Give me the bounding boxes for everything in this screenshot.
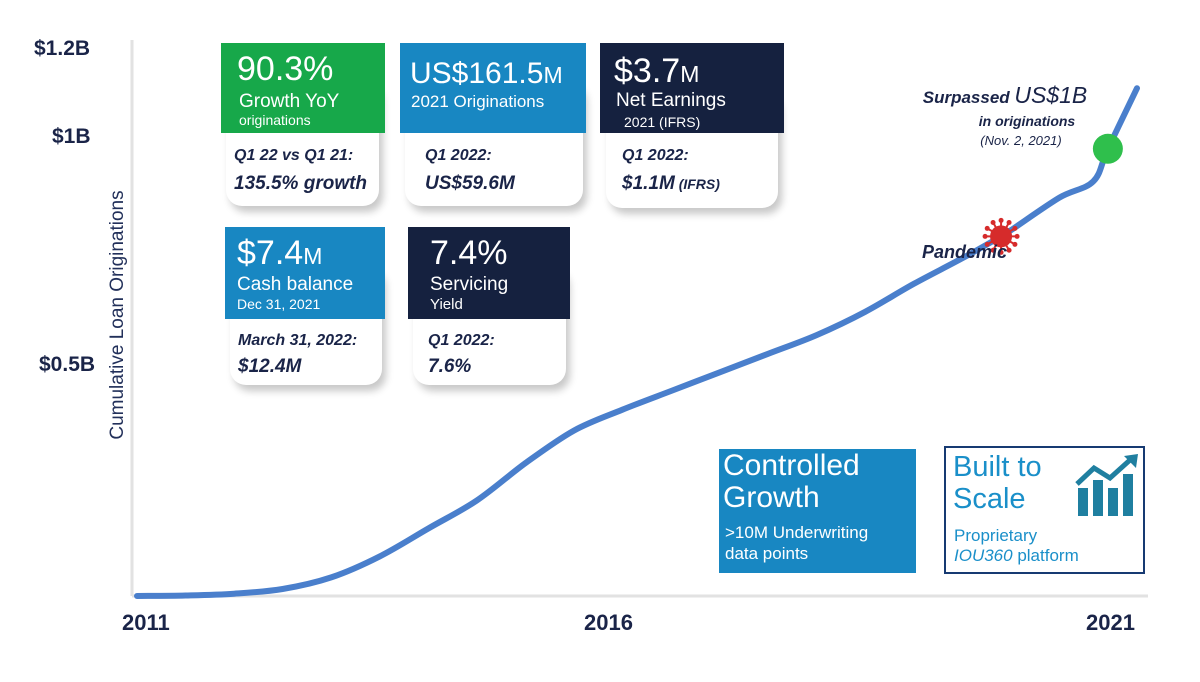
x-tick-label: 2021 xyxy=(1086,610,1135,635)
virus-spike-tip xyxy=(990,220,996,226)
card-metric-sublabel: originations xyxy=(239,112,311,128)
virus-spike-tip xyxy=(982,233,988,239)
card-metric-sublabel: Yield xyxy=(430,296,463,313)
card-detail: March 31, 2022: $12.4M xyxy=(230,320,390,384)
pandemic-label: Pandemic xyxy=(922,242,1008,262)
card-metric-value: $3.7 xyxy=(614,52,681,90)
card-metric: 7.4% xyxy=(430,234,508,272)
virus-spike-tip xyxy=(984,241,990,247)
platform-suffix: platform xyxy=(1012,546,1079,565)
card-metric: 90.3% xyxy=(237,50,334,88)
card-metric-unit: M xyxy=(543,62,563,88)
card-detail-note: (IFRS) xyxy=(674,176,720,192)
card-detail-amount: $1.1M xyxy=(622,173,675,194)
built-to-scale-sub-line1: Proprietary xyxy=(954,526,1038,545)
y-tick-label: $1B xyxy=(52,125,91,148)
virus-spike-tip xyxy=(998,249,1004,255)
card-metric-label: Growth YoY xyxy=(239,91,340,112)
pandemic-virus-icon xyxy=(982,217,1020,255)
card-metric-unit: M xyxy=(680,61,700,87)
card-metric-label: Cash balance xyxy=(237,274,354,295)
y-tick-label: $1.2B xyxy=(34,37,91,60)
card-metric-value: $7.4 xyxy=(237,234,304,272)
card-detail: Q1 22 vs Q1 21: 135.5% growth xyxy=(226,135,386,205)
platform-name: IOU360 xyxy=(954,546,1013,565)
card-metric-label: Servicing xyxy=(430,274,509,295)
x-tick-label: 2011 xyxy=(122,610,170,635)
built-to-scale-title-line1: Built to xyxy=(953,451,1042,483)
card-metric: US$161.5M xyxy=(410,57,563,92)
built-to-scale-title-line2: Scale xyxy=(953,483,1026,515)
cumulative-originations-line xyxy=(134,85,1140,599)
card-metric-unit: M xyxy=(303,243,323,269)
surpassed-annotation: Surpassed US$1B in originations (Nov. 2,… xyxy=(896,82,1114,148)
card-metric-label: Net Earnings xyxy=(616,90,726,111)
card-detail-label: Q1 22 vs Q1 21: xyxy=(234,147,354,164)
surpassed-line1: Surpassed US$1B xyxy=(896,82,1114,109)
virus-spike-tip xyxy=(984,225,990,231)
card-detail: Q1 2022: US$59.6M xyxy=(405,135,583,205)
built-to-scale-box: Built to Scale Proprietary IOU360 platfo… xyxy=(944,446,1145,574)
card-detail-value: 7.6% xyxy=(428,356,472,377)
virus-spike-tip xyxy=(1012,225,1018,231)
growth-bar-chart-icon xyxy=(1075,454,1138,516)
card-metric: $7.4M xyxy=(237,236,322,273)
card-header: US$161.5M 2021 Originations xyxy=(400,43,586,133)
card-detail-label: Q1 2022: xyxy=(425,147,492,164)
card-metric-label: 2021 Originations xyxy=(411,92,545,111)
card-detail: Q1 2022: 7.6% xyxy=(413,320,566,384)
controlled-growth-sub-line1: >10M Underwriting xyxy=(725,523,869,542)
card-detail-label: March 31, 2022: xyxy=(238,332,358,349)
virus-spike-tip xyxy=(1006,220,1012,226)
card-detail-value: 135.5% growth xyxy=(234,173,368,194)
surpassed-1b-marker xyxy=(1092,133,1123,164)
surpassed-line3: (Nov. 2, 2021) xyxy=(980,133,1062,148)
controlled-growth-title-line1: Controlled xyxy=(723,449,860,482)
card-detail-value: $1.1M (IFRS) xyxy=(622,173,720,195)
controlled-growth-title-line2: Growth xyxy=(723,481,820,514)
card-header: $7.4M Cash balance Dec 31, 2021 xyxy=(225,227,385,319)
surpassed-line2: in originations xyxy=(978,113,1076,129)
card-header: 7.4% Servicing Yield xyxy=(408,227,570,319)
virus-spike-tip xyxy=(1006,247,1012,253)
card-detail: Q1 2022: $1.1M (IFRS) xyxy=(606,135,778,205)
controlled-growth-sub-line2: data points xyxy=(725,544,809,563)
virus-spike-tip xyxy=(1012,241,1018,247)
card-detail-label: Q1 2022: xyxy=(428,332,495,349)
card-metric-sublabel: 2021 (IFRS) xyxy=(624,114,701,130)
card-detail-value: $12.4M xyxy=(238,356,302,377)
card-metric-value: US$161.5 xyxy=(410,57,544,90)
controlled-growth-box: Controlled Growth >10M Underwriting data… xyxy=(719,449,916,573)
card-metric: $3.7M xyxy=(614,54,699,91)
card-header: $3.7M Net Earnings 2021 (IFRS) xyxy=(600,43,784,133)
card-metric-sublabel: Dec 31, 2021 xyxy=(237,296,321,312)
virus-body xyxy=(990,225,1013,248)
virus-spike-tip xyxy=(1014,233,1020,239)
y-tick-label: $0.5B xyxy=(39,353,96,376)
card-header: 90.3% Growth YoY originations xyxy=(221,43,385,133)
x-tick-label: 2016 xyxy=(584,610,633,635)
virus-spike-tip xyxy=(990,247,996,253)
surpassed-text: Surpassed xyxy=(922,88,1015,107)
built-to-scale-sub-line2: IOU360 platform xyxy=(954,546,1079,565)
card-detail-value: US$59.6M xyxy=(425,173,515,194)
card-detail-label: Q1 2022: xyxy=(622,147,689,164)
virus-spike-tip xyxy=(998,217,1004,223)
y-axis-label: Cumulative Loan Originations xyxy=(107,190,128,440)
surpassed-amount: US$1B xyxy=(1014,82,1088,108)
